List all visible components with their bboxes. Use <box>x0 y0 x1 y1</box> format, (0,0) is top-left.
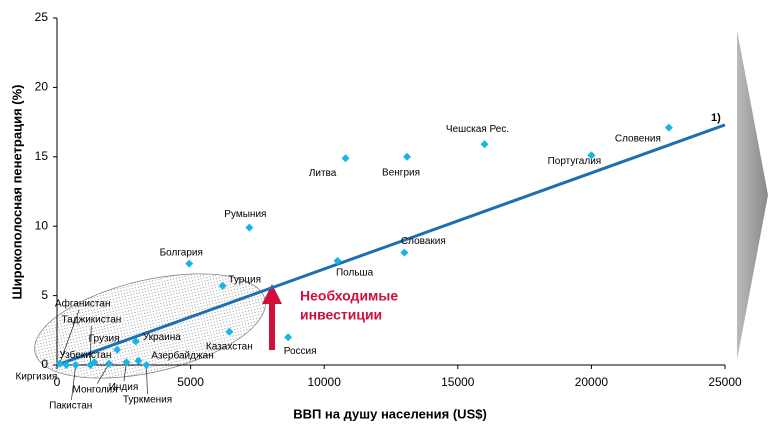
point-label: Венгрия <box>382 167 420 178</box>
point-label: Азербайджан <box>151 349 214 361</box>
point-label: Словения <box>615 133 661 144</box>
point-label: Таджикистан <box>61 315 121 326</box>
point-label: Украина <box>143 332 182 343</box>
leader-line <box>59 309 80 364</box>
point <box>664 123 673 132</box>
x-tick-label: 15000 <box>441 375 475 389</box>
point-label: Болгария <box>160 247 203 258</box>
point <box>284 333 293 342</box>
point-label: Португалия <box>548 156 602 167</box>
y-tick-label: 20 <box>35 80 49 94</box>
point-label: Афганистан <box>55 297 111 309</box>
point-label: Литва <box>309 168 337 179</box>
point <box>218 281 227 290</box>
point <box>333 256 342 265</box>
point-label: Пакистан <box>49 401 92 412</box>
point <box>480 140 489 149</box>
leader-line <box>90 325 92 366</box>
annotation: Необходимые <box>300 288 398 304</box>
point <box>142 361 151 369</box>
point-label: Казахстан <box>206 341 253 352</box>
point <box>400 248 409 257</box>
point-label: Грузия <box>89 333 120 344</box>
point <box>403 152 412 161</box>
point-label: Польша <box>336 268 374 279</box>
annotation: инвестиции <box>300 307 382 323</box>
point-label: Туркмения <box>123 395 172 406</box>
side-arrow <box>737 30 768 360</box>
point-label: Россия <box>284 346 317 357</box>
y-tick-label: 5 <box>41 288 48 302</box>
point-label: Турция <box>228 275 261 286</box>
y-tick-label: 10 <box>35 218 49 232</box>
leader-line <box>71 364 77 401</box>
y-tick-label: 15 <box>35 149 49 163</box>
point <box>131 337 140 346</box>
point-label: Румыния <box>224 209 266 220</box>
point-label: Киргизия <box>15 372 57 383</box>
x-axis-label: ВВП на душу населения (US$) <box>293 406 487 421</box>
x-tick-label: 20000 <box>575 375 609 389</box>
point <box>225 327 234 336</box>
point <box>105 359 114 368</box>
point <box>122 358 131 367</box>
leader-line <box>146 364 148 395</box>
trend-line <box>56 123 726 367</box>
point <box>71 361 80 369</box>
point <box>245 223 254 232</box>
point <box>62 361 71 369</box>
x-tick-label: 10000 <box>308 375 342 389</box>
point-label: Чешская Рес. <box>446 124 509 135</box>
point <box>86 361 95 369</box>
investment-arrow-head <box>262 284 282 304</box>
leader-line <box>96 363 110 384</box>
point <box>55 359 64 368</box>
point <box>341 154 350 163</box>
point-label: Монголия <box>73 384 118 395</box>
point <box>113 345 122 354</box>
y-tick-label: 0 <box>41 357 48 371</box>
x-tick-label: 25000 <box>708 375 742 389</box>
point-label: Узбекистан <box>59 349 111 361</box>
x-tick-label: 0 <box>54 375 61 389</box>
y-tick-label: 25 <box>35 10 49 24</box>
point <box>134 356 143 365</box>
point <box>587 151 596 160</box>
point-label: Индия <box>109 382 139 393</box>
point-label: Словакия <box>401 236 446 247</box>
x-tick-label: 5000 <box>177 375 204 389</box>
y-axis-label: Широкополосная пенетрация (%) <box>9 85 24 300</box>
trend-label: 1) <box>711 112 721 124</box>
point <box>185 259 194 268</box>
